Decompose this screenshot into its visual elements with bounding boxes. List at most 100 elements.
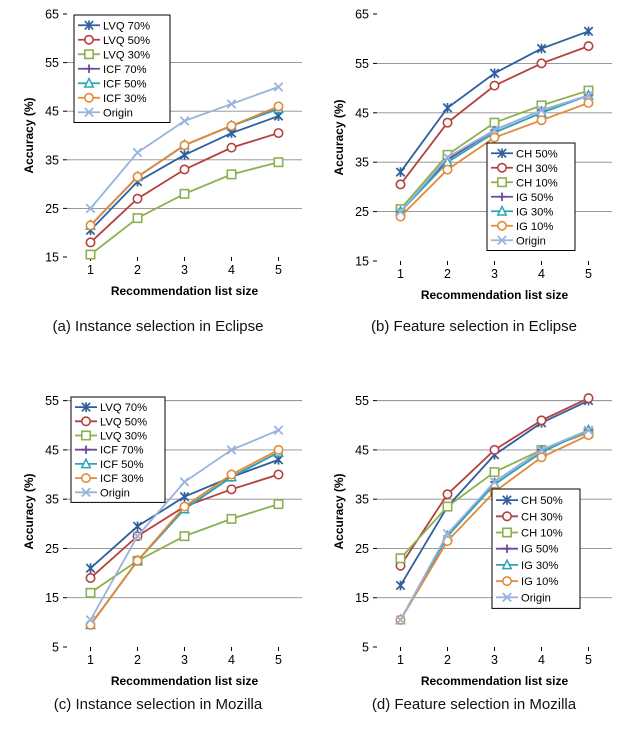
legend-label: IG 30% [516, 206, 553, 218]
legend-label: ICF 30% [100, 473, 144, 485]
series-2 [395, 393, 594, 571]
y-axis-label: Accuracy (%) [332, 99, 346, 175]
legend-marker [83, 76, 95, 88]
data-point [489, 117, 500, 128]
legend-marker [84, 49, 95, 60]
x-axis-label: Recommendation list size [421, 288, 569, 302]
legend-label: CH 10% [516, 177, 558, 189]
series-6 [85, 101, 284, 231]
series-2 [395, 41, 594, 190]
legend-label: CH 30% [516, 163, 558, 175]
data-point [395, 167, 406, 177]
data-point [395, 179, 406, 190]
data-point [442, 501, 453, 512]
x-tick-label: 1 [87, 653, 94, 667]
legend-label: Origin [516, 235, 546, 247]
y-axis-label: Accuracy (%) [332, 473, 346, 549]
legend-marker [84, 34, 95, 45]
data-point [489, 477, 500, 487]
legend-marker [84, 107, 94, 118]
data-point [179, 477, 190, 487]
data-point [442, 164, 453, 175]
series-6 [85, 444, 284, 630]
data-point [489, 125, 500, 135]
legend: CH 50% CH 30% CH 10% IG 50% IG 30% IG 10% Orig… [491, 488, 581, 609]
data-point [489, 467, 500, 478]
data-point [132, 193, 143, 204]
legend-label: CH 30% [521, 511, 563, 523]
legend-marker [497, 162, 508, 173]
data-point [489, 444, 500, 455]
x-tick-label: 3 [491, 653, 498, 667]
data-point [583, 393, 594, 404]
legend-marker [81, 430, 92, 441]
legend-marker [497, 192, 507, 201]
legend-marker [497, 148, 507, 159]
y-tick-label: 35 [45, 153, 59, 167]
legend-label: ICF 50% [100, 459, 144, 471]
legend-label: CH 10% [521, 528, 563, 540]
data-point [273, 101, 284, 112]
x-tick-label: 5 [585, 653, 592, 667]
y-tick-label: 25 [45, 542, 59, 556]
legend-label: LVQ 50% [100, 416, 147, 428]
y-tick-label: 25 [355, 542, 369, 556]
x-tick-label: 5 [275, 263, 282, 277]
legend-marker [502, 592, 512, 603]
series-1 [395, 26, 594, 177]
legend-marker [502, 495, 512, 505]
legend-label: ICF 70% [100, 445, 144, 457]
data-point [395, 553, 406, 564]
legend-label: LVQ 30% [103, 49, 150, 61]
series-3 [85, 499, 284, 598]
legend-label: CH 50% [516, 148, 558, 160]
y-tick-label: 25 [355, 205, 369, 219]
y-tick-label: 15 [355, 591, 369, 605]
data-point [273, 128, 284, 139]
x-tick-label: 4 [538, 653, 545, 667]
data-point [226, 142, 237, 153]
data-point [132, 213, 143, 224]
legend-marker [84, 20, 94, 31]
legend-marker [502, 511, 513, 522]
legend-marker [497, 220, 508, 231]
legend-marker [502, 544, 512, 553]
legend-marker [502, 527, 513, 538]
data-point [132, 521, 143, 532]
chart-caption: (b) Feature selection in Eclipse [371, 318, 577, 335]
y-tick-label: 55 [45, 56, 59, 70]
data-point [179, 491, 190, 502]
data-point [132, 171, 143, 182]
data-point [226, 484, 237, 495]
legend-marker [81, 445, 91, 454]
data-point [85, 249, 96, 260]
legend-label: Origin [521, 592, 551, 604]
legend-label: IG 50% [521, 544, 558, 556]
legend-label: IG 50% [516, 192, 553, 204]
y-tick-label: 15 [355, 255, 369, 269]
data-point [395, 615, 406, 625]
y-tick-label: 45 [355, 443, 369, 457]
legend-marker [496, 204, 508, 216]
data-point [85, 615, 96, 625]
legend-label: Origin [103, 107, 133, 119]
legend-marker [81, 487, 91, 498]
data-point [583, 41, 594, 52]
legend-label: ICF 50% [103, 78, 147, 90]
series-7 [85, 82, 284, 214]
data-point [536, 415, 547, 426]
legend-label: LVQ 30% [100, 431, 147, 443]
data-point [132, 531, 143, 541]
y-tick-label: 15 [45, 591, 59, 605]
legend-marker [81, 402, 91, 412]
legend-marker [81, 473, 92, 484]
x-tick-label: 4 [538, 267, 545, 281]
y-tick-label: 35 [355, 156, 369, 170]
data-point [179, 116, 190, 126]
data-point [179, 501, 190, 512]
legend-label: IG 10% [516, 221, 553, 233]
data-point [85, 203, 96, 214]
y-tick-label: 65 [45, 8, 59, 22]
